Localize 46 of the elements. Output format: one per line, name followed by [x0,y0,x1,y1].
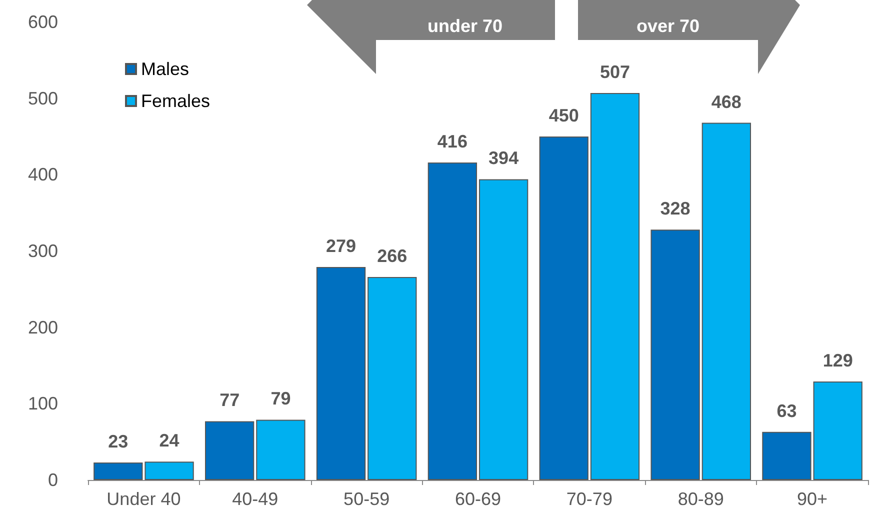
data-label: 450 [548,106,579,126]
bar [539,136,588,480]
bar [144,462,194,480]
bar [316,267,366,480]
y-tick-label: 0 [48,470,58,490]
legend-label: Females [141,91,210,111]
data-label: 468 [711,92,742,112]
bar [256,420,306,480]
y-tick-label: 600 [28,12,58,32]
y-tick-label: 500 [28,88,58,108]
data-label: 416 [437,131,468,152]
bar [94,462,143,480]
data-label: 507 [600,62,630,82]
x-tick-label: 80-89 [678,489,724,509]
bar [813,382,862,480]
x-tick-label: 90+ [797,489,828,509]
data-label: 279 [326,236,356,256]
y-tick-label: 200 [28,317,58,338]
y-tick-label: 300 [28,241,58,261]
bar [368,276,417,480]
bar [650,230,700,480]
y-tick-label: 100 [28,394,58,414]
data-label: 23 [108,431,128,452]
data-label: 129 [822,350,853,371]
x-tick-label: 60-69 [454,489,502,509]
bar [702,122,751,480]
bar [428,162,478,480]
x-tick-label: 40-49 [232,489,278,509]
data-label: 394 [488,148,519,168]
annotation: over 70 [636,16,700,36]
annotation: under 70 [427,16,503,36]
bar [478,179,528,480]
y-tick-label: 400 [28,164,58,185]
bar [762,432,812,480]
data-label: 266 [377,246,408,266]
bar [590,92,640,480]
data-label: 328 [660,198,690,219]
x-tick-label: 70-79 [566,489,612,509]
legend-label: Males [141,59,190,79]
x-tick-label: Under 40 [106,489,181,509]
data-label: 79 [270,388,291,409]
data-label: 63 [776,400,797,421]
data-label: 77 [220,390,240,410]
bar [205,421,254,480]
x-tick-label: 50-59 [344,489,390,509]
data-label: 24 [159,430,180,451]
